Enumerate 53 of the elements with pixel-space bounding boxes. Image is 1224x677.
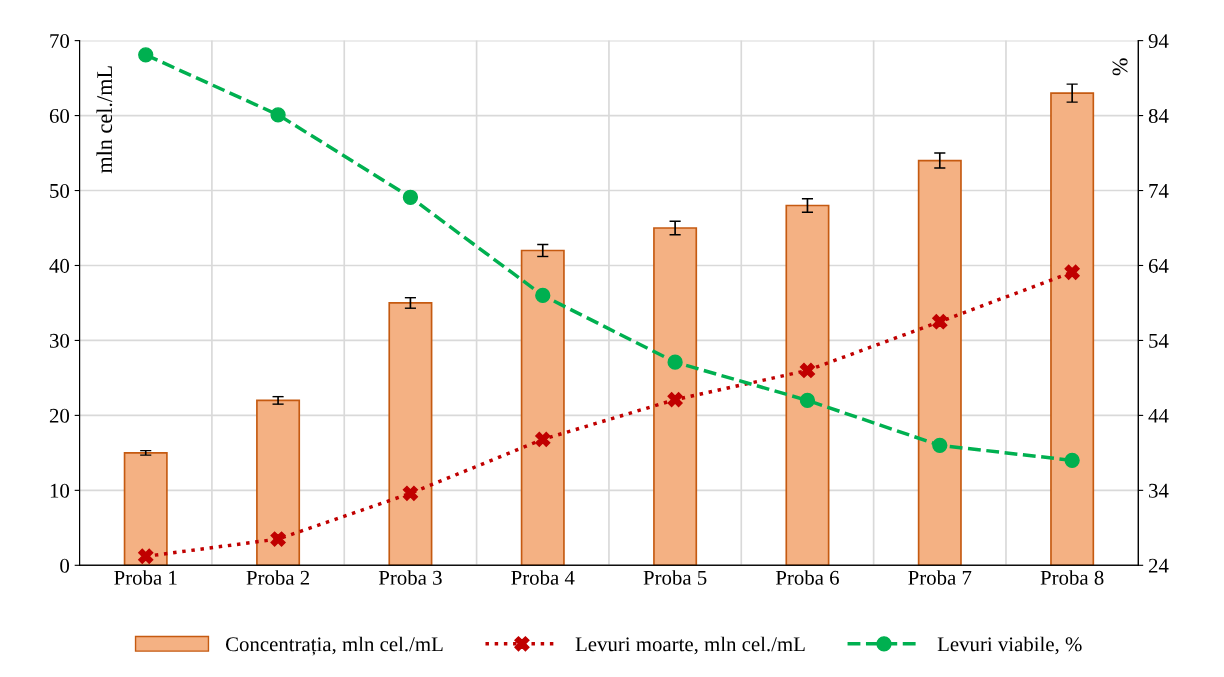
bar bbox=[388, 302, 433, 566]
y2-tick-label: 64 bbox=[1148, 258, 1169, 273]
point bbox=[138, 548, 154, 564]
legend-label: Levuri moarte, mln cel./mL bbox=[575, 636, 805, 655]
bar bbox=[1050, 92, 1095, 566]
y-tick-label: 70 bbox=[50, 33, 70, 49]
point bbox=[799, 362, 816, 379]
bar bbox=[785, 204, 830, 566]
point bbox=[535, 287, 551, 304]
y2-tick-label: 54 bbox=[1149, 333, 1169, 348]
y-tick-label: 40 bbox=[49, 258, 70, 273]
x-tick-label: Proba 6 bbox=[775, 570, 839, 585]
x-tick-label: Proba 7 bbox=[908, 570, 972, 585]
point bbox=[799, 392, 816, 409]
y-axis-title: mln cel./mL bbox=[96, 66, 113, 174]
point bbox=[138, 47, 154, 63]
x-tick-label: Proba 4 bbox=[511, 570, 575, 585]
point bbox=[1064, 264, 1080, 280]
point bbox=[270, 107, 286, 123]
x-tick-label: Proba 1 bbox=[114, 570, 177, 585]
point bbox=[932, 314, 948, 330]
x-tick-label: Proba 8 bbox=[1040, 570, 1104, 585]
y2-tick-label: 74 bbox=[1149, 184, 1169, 198]
y-tick-label: 50 bbox=[50, 183, 70, 198]
y2-axis-title: % bbox=[1112, 58, 1128, 76]
y-tick-label: 60 bbox=[49, 108, 70, 124]
bar bbox=[520, 249, 565, 566]
y2-tick-label: 34 bbox=[1149, 483, 1169, 498]
point bbox=[402, 485, 419, 501]
point bbox=[1064, 452, 1080, 468]
point bbox=[932, 437, 948, 454]
y-tick-label: 10 bbox=[50, 483, 70, 498]
x-tick-label: Proba 2 bbox=[246, 570, 310, 585]
bar bbox=[917, 159, 962, 566]
y2-tick-label: 24 bbox=[1148, 558, 1169, 573]
point bbox=[667, 392, 683, 408]
point bbox=[535, 431, 551, 448]
y2-tick-label: 84 bbox=[1148, 108, 1169, 124]
legend-label: Levuri viabile, % bbox=[937, 636, 1082, 655]
x-tick-label: Proba 5 bbox=[643, 570, 707, 585]
bar bbox=[256, 399, 301, 566]
x-tick-label: Proba 3 bbox=[378, 570, 442, 585]
y2-tick-label: 44 bbox=[1148, 408, 1169, 423]
y-tick-label: 20 bbox=[49, 408, 70, 423]
legend-label: Concentrația, mln cel./mL bbox=[225, 636, 443, 656]
point bbox=[667, 354, 683, 370]
bar bbox=[653, 227, 698, 566]
bar bbox=[123, 452, 168, 566]
point bbox=[402, 189, 419, 205]
y2-tick-label: 94 bbox=[1148, 34, 1169, 49]
y-tick-label: 30 bbox=[50, 333, 70, 348]
y-tick-label: 0 bbox=[60, 558, 70, 573]
point bbox=[270, 531, 286, 547]
